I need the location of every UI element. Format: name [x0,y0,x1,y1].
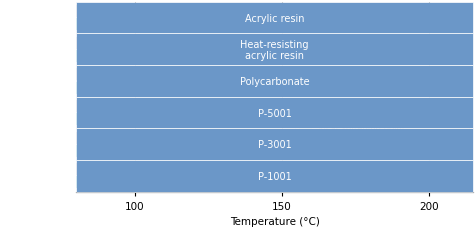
Text: 103: 103 [147,134,164,142]
Bar [76,19,429,31]
Text: 105: 105 [153,178,170,187]
Text: Acrylic resin: Acrylic resin [13,171,72,181]
X-axis label: Temperature (°C): Temperature (°C) [230,216,319,226]
Text: 155: 155 [300,115,317,124]
Text: 160: 160 [314,39,332,48]
Bar [76,69,282,81]
Text: 180: 180 [373,84,390,93]
Text: 150: 150 [285,71,302,79]
Bar [76,51,400,63]
Text: P-5001: P-5001 [38,76,72,87]
Bar [76,6,356,18]
Text: P-1001: P-1001 [39,14,72,24]
Bar [76,82,370,94]
Text: 135: 135 [241,102,258,111]
Text: Heat-resisting
acrylic resin: Heat-resisting acrylic resin [4,134,72,155]
Bar [76,177,149,189]
Text: P-1001: P-1001 [258,171,291,181]
Bar [76,145,182,157]
Bar [76,37,311,49]
Legend: Vicat softening point, Deflection temperature under load
(1.8MPa=18.6kg/cm²): Vicat softening point, Deflection temper… [295,119,469,159]
Text: 190: 190 [403,52,420,61]
Text: P-3001: P-3001 [258,139,291,150]
Text: Polycarbonate: Polycarbonate [240,76,309,87]
Text: 200: 200 [432,21,449,30]
Text: Polycarbonate: Polycarbonate [2,108,72,118]
Bar [76,132,144,144]
Bar [76,101,238,112]
Text: 175: 175 [358,7,376,16]
Text: P-5001: P-5001 [258,108,292,118]
Bar [76,114,297,126]
Text: 116: 116 [185,147,202,156]
Text: Acrylic resin: Acrylic resin [245,14,305,24]
Text: Heat-resisting
acrylic resin: Heat-resisting acrylic resin [240,40,309,60]
Text: P-3001: P-3001 [39,45,72,55]
Text: 90: 90 [109,165,120,174]
Bar [76,164,106,175]
